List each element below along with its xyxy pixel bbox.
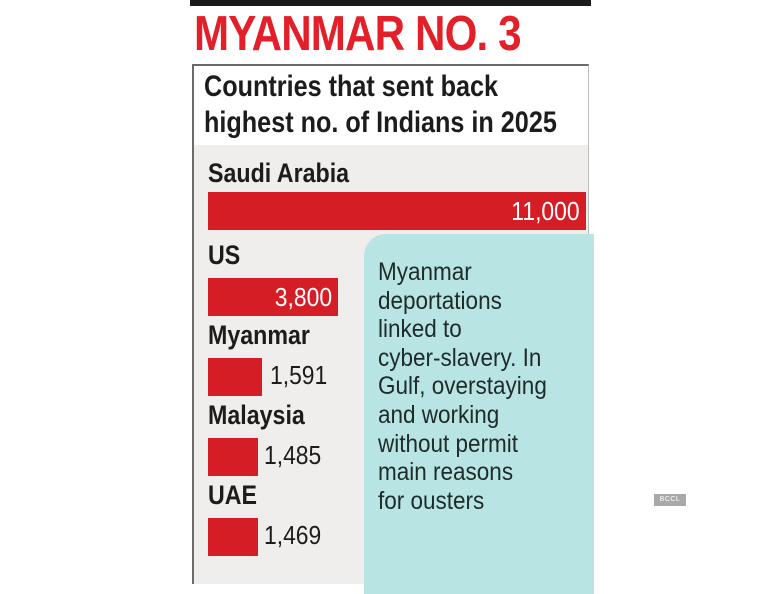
subheading-line-2: highest no. of Indians in 2025 bbox=[204, 106, 557, 139]
watermark: BCCL bbox=[654, 494, 686, 506]
chart-panel: Countries that sent back highest no. of … bbox=[192, 64, 594, 594]
infographic: MYANMAR NO. 3 Countries that sent back h… bbox=[190, 0, 594, 594]
bar-malaysia bbox=[208, 438, 258, 476]
top-rule bbox=[190, 0, 591, 6]
note-background bbox=[364, 234, 594, 594]
headline: MYANMAR NO. 3 bbox=[194, 7, 522, 61]
annotation-note: Myanmar deportations linked to cyber-sla… bbox=[378, 258, 547, 515]
bar-myanmar bbox=[208, 358, 262, 396]
bar-value-us: 3,800 bbox=[274, 282, 332, 312]
bar-us: 3,800 bbox=[208, 278, 338, 316]
subheading-line-1: Countries that sent back bbox=[204, 70, 499, 103]
country-label-saudi-arabia: Saudi Arabia bbox=[208, 158, 350, 188]
bar-value-malaysia: 1,485 bbox=[264, 440, 322, 470]
country-label-uae: UAE bbox=[208, 480, 258, 510]
bar-value-myanmar: 1,591 bbox=[270, 360, 328, 390]
bar-value-saudi-arabia: 11,000 bbox=[511, 196, 580, 226]
bar-saudi-arabia: 11,000 bbox=[208, 192, 586, 230]
country-label-myanmar: Myanmar bbox=[208, 320, 310, 350]
bar-uae bbox=[208, 518, 258, 556]
country-label-us: US bbox=[208, 240, 241, 270]
subheading: Countries that sent back highest no. of … bbox=[194, 66, 588, 145]
country-label-malaysia: Malaysia bbox=[208, 400, 305, 430]
bar-value-uae: 1,469 bbox=[264, 520, 322, 550]
